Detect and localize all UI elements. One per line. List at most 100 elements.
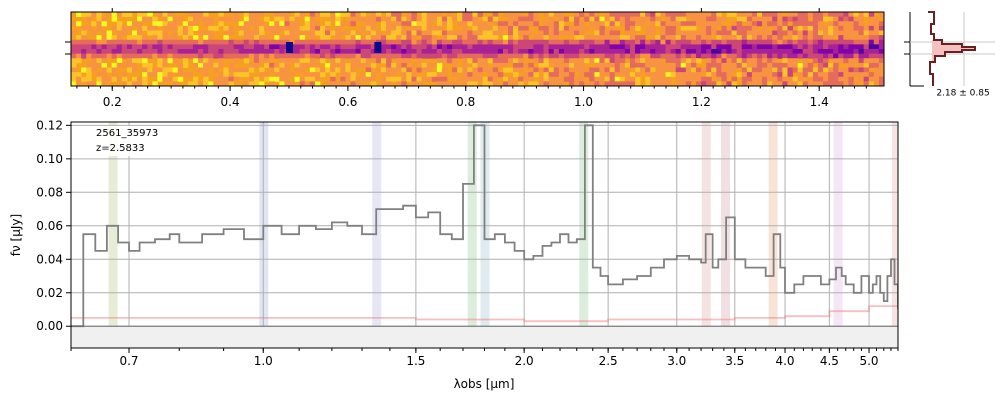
heatmap-cell (858, 30, 865, 36)
heatmap-cell (645, 81, 651, 86)
heatmap-cell (655, 76, 661, 82)
heatmap-cell (614, 12, 621, 18)
heatmap-cell (848, 12, 854, 18)
heatmap-cell (411, 35, 417, 41)
heatmap-cell (477, 49, 483, 55)
heatmap-cell (391, 44, 397, 50)
heatmap-cell (563, 67, 570, 73)
heatmap-cell (106, 35, 113, 41)
heatmap-cell (599, 49, 605, 55)
heatmap-cell (421, 76, 428, 82)
heatmap-cell (314, 81, 321, 86)
heatmap-cell (695, 44, 702, 50)
heatmap-cell (675, 35, 682, 41)
x-tick-label: 0.7 (119, 354, 138, 368)
heatmap-cell (726, 25, 732, 31)
heatmap-cell (650, 72, 656, 78)
heatmap-cell (777, 30, 783, 36)
heatmap-cell (843, 49, 849, 55)
heatmap-cell (411, 76, 417, 82)
heatmap-cell (198, 81, 204, 86)
heatmap-cell (269, 30, 275, 36)
heatmap-cell (746, 44, 753, 50)
heatmap-cell (126, 67, 133, 73)
heatmap-cell (340, 21, 346, 27)
heatmap-cell (309, 62, 316, 68)
heatmap-cell (650, 62, 656, 68)
heatmap-cell (309, 25, 316, 31)
heatmap-cell (411, 16, 417, 22)
heatmap-cell (71, 30, 77, 36)
heatmap-cell (426, 21, 433, 27)
heatmap-cell (121, 76, 128, 82)
heatmap-cell (426, 16, 433, 22)
heatmap-cell (152, 30, 158, 36)
heatmap-cell (838, 30, 844, 36)
heatmap-cell (574, 67, 580, 73)
heatmap-cell (121, 72, 128, 78)
heatmap-cell (553, 25, 560, 31)
heatmap-cell (192, 12, 199, 18)
heatmap-cell (817, 44, 824, 50)
heatmap-cell (467, 12, 473, 18)
heatmap-cell (843, 35, 849, 41)
heatmap-cell (629, 25, 636, 31)
heatmap-cell (401, 44, 407, 50)
heatmap-cell (172, 16, 179, 22)
heatmap-cell (411, 62, 417, 68)
heatmap-cell (543, 76, 550, 82)
heatmap-cell (162, 53, 168, 59)
heatmap-cell (599, 72, 605, 78)
heatmap-cell (299, 62, 306, 68)
heatmap-cell (843, 81, 849, 86)
x-tick-label: 2.0 (515, 354, 534, 368)
x-tick-label: 3.5 (725, 354, 744, 368)
heatmap-cell (614, 49, 621, 55)
heatmap-cell (650, 39, 656, 45)
x-tick-label: 5.0 (859, 354, 878, 368)
heatmap-cell (350, 30, 356, 36)
heatmap-cell (131, 58, 138, 64)
heatmap-cell (589, 72, 595, 78)
heatmap-cell (243, 53, 250, 59)
heatmap-cell (147, 67, 153, 73)
heatmap-cell (96, 81, 102, 86)
heatmap-cell (284, 58, 290, 64)
heatmap-cell (248, 53, 255, 59)
heatmap-cell (843, 16, 849, 22)
heatmap-cell (853, 58, 859, 64)
heatmap-cell (553, 72, 560, 78)
heatmap-cell (614, 76, 621, 82)
heatmap-cell (629, 53, 636, 59)
heatmap-cell (294, 12, 301, 18)
heatmap-cell (162, 25, 168, 31)
heatmap-cell (838, 53, 844, 59)
heatmap-cell (137, 35, 143, 41)
heatmap-cell (76, 21, 82, 27)
heatmap-cell (599, 81, 605, 86)
heatmap-cell (599, 44, 605, 50)
heatmap-cell (441, 72, 448, 78)
heatmap-cell (426, 67, 433, 73)
heatmap-cell (833, 39, 839, 45)
heatmap-cell (513, 58, 519, 64)
heatmap-cell (518, 21, 524, 27)
heatmap-cell (152, 81, 158, 86)
heatmap-cell (182, 35, 189, 41)
heatmap-cell (594, 44, 600, 50)
heatmap-cell (126, 35, 133, 41)
heatmap-cell (213, 25, 219, 31)
heatmap-cell (243, 35, 250, 41)
heatmap-cell (746, 53, 753, 59)
heatmap-cell (223, 30, 229, 36)
heatmap-cell (137, 44, 143, 50)
heatmap-cell (812, 35, 819, 41)
heatmap-cell (391, 21, 397, 27)
heatmap-cell (812, 12, 819, 18)
heatmap-cell (670, 16, 677, 22)
heatmap-cell (762, 67, 768, 73)
heatmap-cell (843, 58, 849, 64)
heatmap-cell (685, 30, 692, 36)
heatmap-cell (548, 81, 555, 86)
heatmap-cell (253, 49, 260, 55)
